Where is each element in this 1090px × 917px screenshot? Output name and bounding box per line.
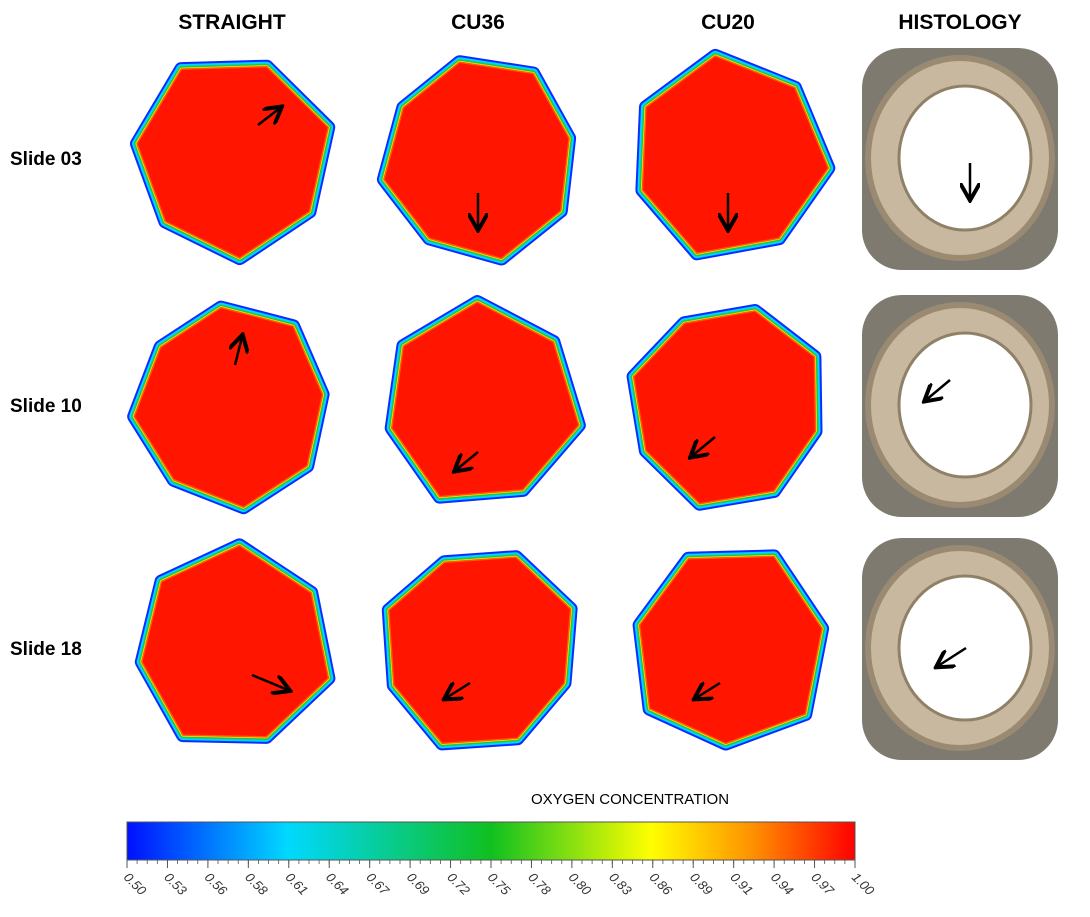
colorbar-tick-label: 0.69 bbox=[404, 870, 433, 899]
row-label: Slide 03 bbox=[10, 149, 82, 170]
histology-lumen bbox=[899, 333, 1031, 477]
colorbar-tick-label: 0.78 bbox=[525, 870, 554, 899]
colorbar-tick-label: 0.83 bbox=[606, 870, 635, 899]
colorbar-tick-label: 0.86 bbox=[647, 870, 676, 899]
colorbar-tick-label: 1.00 bbox=[849, 870, 878, 899]
colorbar-tick-label: 0.89 bbox=[687, 870, 716, 899]
histology-lumen bbox=[899, 86, 1031, 230]
colorbar-tick-label: 0.94 bbox=[768, 870, 797, 899]
colorbar-tick-label: 0.58 bbox=[242, 870, 271, 899]
colorbar-tick-label: 0.61 bbox=[283, 870, 312, 899]
colorbar-tick-label: 0.97 bbox=[808, 870, 837, 899]
column-header: CU36 bbox=[451, 11, 505, 34]
figure: OXYGEN CONCENTRATION STRAIGHT CU36 CU20 HIS… bbox=[0, 0, 1090, 917]
colorbar-tick-label: 0.67 bbox=[364, 870, 393, 899]
colorbar-tick-label: 0.80 bbox=[566, 870, 595, 899]
colorbar-tick-label: 0.50 bbox=[121, 870, 150, 899]
colorbar-tick-label: 0.64 bbox=[323, 870, 352, 899]
colorbar-tick-label: 0.72 bbox=[444, 870, 473, 899]
colorbar-tick-label: 0.53 bbox=[161, 870, 190, 899]
colorbar bbox=[127, 822, 855, 860]
colorbar-title: OXYGEN CONCENTRATION bbox=[531, 791, 729, 808]
column-header: STRAIGHT bbox=[178, 11, 286, 34]
row-label: Slide 10 bbox=[10, 396, 82, 417]
colorbar-ticks: 0.50 0.53 0.56 0.58 0.61 0.64 0.67 0.69 0.72 0.75… bbox=[121, 860, 878, 899]
column-header: HISTOLOGY bbox=[898, 11, 1021, 34]
colorbar-tick-label: 0.56 bbox=[202, 870, 231, 899]
column-header: CU20 bbox=[701, 11, 755, 34]
colorbar-tick-label: 0.91 bbox=[728, 870, 757, 899]
panels bbox=[134, 48, 1058, 760]
colorbar-tick-label: 0.75 bbox=[485, 870, 514, 899]
row-label: Slide 18 bbox=[10, 639, 82, 660]
